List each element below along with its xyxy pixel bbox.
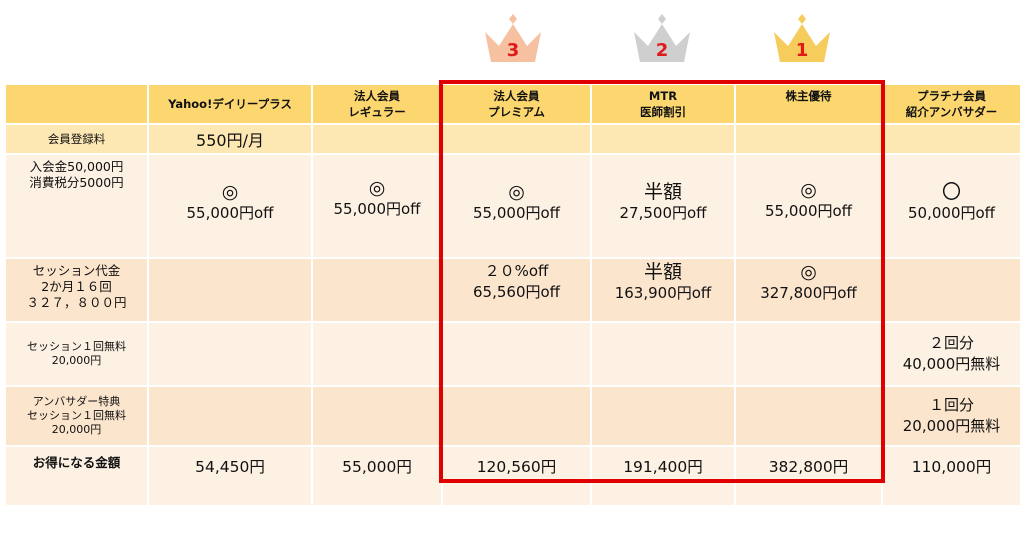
row-label: セッション代金 2か月１６回 ３２７，８００円 — [4, 257, 149, 323]
row-label: お得になる金額 — [4, 445, 149, 507]
header-mtr: MTR 医師割引 — [590, 83, 736, 125]
rank-number: 1 — [795, 40, 809, 61]
row-label: アンバサダー特典 セッション１回無料 20,000円 — [4, 385, 149, 447]
cell-platinum: 110,000円 — [881, 445, 1022, 507]
rank-number: 3 — [506, 40, 520, 61]
cell-holder: 382,800円 — [734, 445, 883, 507]
rank-number: 2 — [655, 40, 669, 61]
cell-platinum: ２回分 40,000円無料 — [881, 321, 1022, 387]
cell-yahoo — [147, 321, 313, 387]
cell-premium: ◎ 55,000円off — [441, 153, 592, 259]
cell-mtr: 191,400円 — [590, 445, 736, 507]
header-platinum: プラチナ会員 紹介アンバサダー — [881, 83, 1022, 125]
cell-holder — [734, 123, 883, 155]
cell-premium — [441, 123, 592, 155]
cell-mtr: 半額 27,500円off — [590, 153, 736, 259]
comparison-table: Yahoo!デイリープラス 法人会員 レギュラー 法人会員 プレミアム MTR 医師割… — [4, 83, 1022, 507]
cell-platinum — [881, 257, 1022, 323]
cell-yahoo — [147, 257, 313, 323]
cell-holder: ◎ 55,000円off — [734, 153, 883, 259]
cell-mtr — [590, 385, 736, 447]
crown-rank-1: 1 — [770, 12, 834, 66]
cell-holder: ◎ 327,800円off — [734, 257, 883, 323]
cell-regular — [311, 321, 443, 387]
cell-premium — [441, 321, 592, 387]
crown-rank-2: 2 — [630, 12, 694, 66]
cell-regular — [311, 257, 443, 323]
header-corner — [4, 83, 149, 125]
cell-premium: 120,560円 — [441, 445, 592, 507]
crown-icon — [634, 14, 690, 62]
cell-holder — [734, 385, 883, 447]
cell-regular — [311, 123, 443, 155]
header-yahoo: Yahoo!デイリープラス — [147, 83, 313, 125]
header-regular: 法人会員 レギュラー — [311, 83, 443, 125]
cell-yahoo: 54,450円 — [147, 445, 313, 507]
cell-regular: 55,000円 — [311, 445, 443, 507]
cell-platinum: １回分 20,000円無料 — [881, 385, 1022, 447]
table-row-total: お得になる金額 54,450円 55,000円 120,560円 191,400… — [4, 445, 1022, 507]
cell-yahoo: 550円/月 — [147, 123, 313, 155]
header-holder: 株主優待 — [734, 83, 883, 125]
crown-icon — [485, 14, 541, 62]
header-premium: 法人会員 プレミアム — [441, 83, 592, 125]
cell-yahoo — [147, 385, 313, 447]
cell-premium: ２０%off 65,560円off — [441, 257, 592, 323]
cell-mtr — [590, 321, 736, 387]
row-label: 入会金50,000円 消費税分5000円 — [4, 153, 149, 259]
table-row-fee: 会員登録料 550円/月 — [4, 123, 1022, 155]
cell-platinum: 〇 50,000円off — [881, 153, 1022, 259]
crown-rank-3: 3 — [481, 12, 545, 66]
row-label: セッション１回無料 20,000円 — [4, 321, 149, 387]
table-row-free-session: セッション１回無料 20,000円 ２回分 40,000円無料 — [4, 321, 1022, 387]
cell-premium — [441, 385, 592, 447]
crown-icon — [774, 14, 830, 62]
cell-platinum — [881, 123, 1022, 155]
cell-mtr: 半額 163,900円off — [590, 257, 736, 323]
cell-regular: ◎ 55,000円off — [311, 153, 443, 259]
table-row-entry: 入会金50,000円 消費税分5000円 ◎ 55,000円off ◎ 55,000円… — [4, 153, 1022, 259]
table-header-row: Yahoo!デイリープラス 法人会員 レギュラー 法人会員 プレミアム MTR 医師割… — [4, 83, 1022, 125]
row-label: 会員登録料 — [4, 123, 149, 155]
cell-holder — [734, 321, 883, 387]
table-row-ambassador: アンバサダー特典 セッション１回無料 20,000円 １回分 20,000円無料 — [4, 385, 1022, 447]
cell-mtr — [590, 123, 736, 155]
table-row-session: セッション代金 2か月１６回 ３２７，８００円 ２０%off 65,560円off 半… — [4, 257, 1022, 323]
cell-yahoo: ◎ 55,000円off — [147, 153, 313, 259]
cell-regular — [311, 385, 443, 447]
